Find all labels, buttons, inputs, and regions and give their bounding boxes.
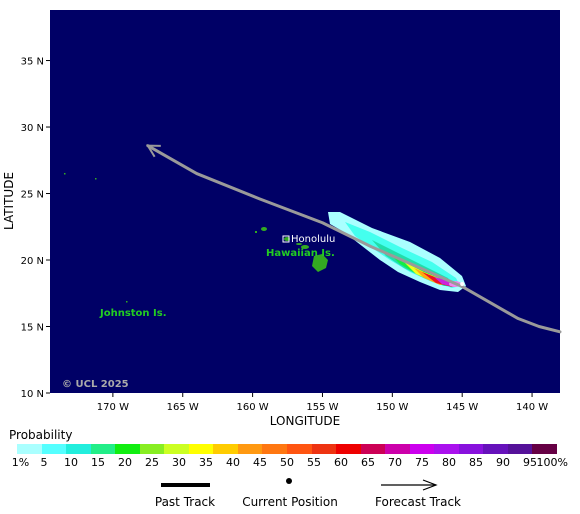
y-tick-label: 30 N [21, 123, 44, 134]
forecast-track-label: Forecast Track [375, 495, 461, 509]
island-johnston [126, 301, 128, 303]
legend-color-swatch [336, 444, 361, 454]
legend-color-swatch [237, 444, 263, 454]
legend-label: 55 [307, 456, 321, 469]
x-tick-label: 140 W [516, 402, 548, 413]
current-position-dot-icon [286, 478, 292, 484]
legend-color-swatch [532, 444, 558, 454]
copyright-text: © UCL 2025 [62, 379, 129, 390]
forecast-track-legend: Forecast Track [366, 478, 470, 509]
probability-legend-labels: 1% 5 10 15 20 25 30 35 40 45 50 55 60 65 70 75 80 85 90 95 1… [0, 456, 580, 470]
legend-color-swatch [385, 444, 410, 454]
x-axis-title: LONGITUDE [270, 414, 340, 428]
legend-color-swatch [360, 444, 386, 454]
legend-color-swatch [483, 444, 508, 454]
current-position-label: Current Position [242, 495, 338, 509]
legend-color-swatch [287, 444, 312, 454]
legend-label: 85 [469, 456, 483, 469]
x-tick-label: 160 W [237, 402, 269, 413]
legend-color-swatch [188, 444, 214, 454]
legend-label: 10 [64, 456, 78, 469]
legend-label: 45 [253, 456, 267, 469]
legend-color-swatch [41, 444, 67, 454]
y-tick-label: 15 N [21, 323, 44, 334]
y-tick-label: 20 N [21, 256, 44, 267]
x-tick-label: 150 W [376, 402, 408, 413]
x-tick-label: 165 W [167, 402, 199, 413]
legend-color-swatch [409, 444, 435, 454]
legend-color-swatch [90, 444, 116, 454]
legend-label: 5 [40, 456, 48, 469]
legend-color-swatch [507, 444, 533, 454]
island-niihau [255, 231, 257, 233]
place-label-honolulu: Honolulu [291, 234, 335, 245]
legend-label: 50 [280, 456, 294, 469]
y-tick-label: 10 N [21, 389, 44, 400]
x-tick-label: 155 W [306, 402, 338, 413]
y-axis-ticks: 10 N 15 N 20 N 25 N 30 N 35 N [21, 57, 50, 400]
legend-color-swatch [139, 444, 165, 454]
legend-label: 35 [199, 456, 213, 469]
current-position-legend: Current Position [234, 478, 346, 509]
probability-color-bar [17, 444, 558, 454]
islands [64, 173, 328, 303]
legend-label: 90 [496, 456, 510, 469]
x-axis-ticks: 170 W 165 W 160 W 155 W 150 W 145 W 140 W [97, 393, 548, 413]
legend-color-swatch [164, 444, 189, 454]
island-kauai [261, 227, 267, 231]
island-molokai [296, 243, 302, 245]
legend-color-swatch [213, 444, 238, 454]
x-tick-label: 145 W [446, 402, 478, 413]
legend-color-swatch [262, 444, 288, 454]
island-nw-2 [95, 178, 97, 180]
legend-label: 95 [523, 456, 537, 469]
honolulu-marker [282, 235, 290, 243]
probability-legend-title: Probability [9, 428, 73, 442]
forecast-track-line [146, 144, 562, 334]
forecast-track-arrowhead [145, 144, 161, 158]
ocean-background [50, 10, 560, 393]
legend-label: 1% [11, 456, 30, 469]
legend-color-swatch [66, 444, 91, 454]
legend-label: 25 [145, 456, 159, 469]
place-label-johnston-is: Johnston Is. [99, 308, 167, 319]
legend-label: 15 [91, 456, 105, 469]
legend-label: 70 [388, 456, 402, 469]
y-tick-label: 35 N [21, 57, 44, 68]
forecast-track-arrow-icon [381, 479, 438, 491]
place-label-hawaiian-is: Hawaiian Is. [266, 248, 335, 259]
legend-label: 75 [415, 456, 429, 469]
x-tick-label: 170 W [97, 402, 129, 413]
legend-color-swatch [434, 444, 459, 454]
legend-color-swatch [311, 444, 337, 454]
island-hawaii [312, 254, 328, 272]
legend-label: 30 [172, 456, 186, 469]
legend-color-swatch [458, 444, 484, 454]
past-track-line-icon [161, 483, 210, 487]
past-track-label: Past Track [154, 495, 216, 509]
legend-label: 65 [361, 456, 375, 469]
y-axis-title: LATITUDE [2, 172, 16, 230]
legend-label: 40 [226, 456, 240, 469]
island-nw-1 [64, 173, 66, 175]
legend-label: 100% [536, 456, 569, 469]
y-tick-label: 25 N [21, 190, 44, 201]
legend-color-swatch [17, 444, 42, 454]
legend-label: 80 [442, 456, 456, 469]
past-track-legend: Past Track [148, 478, 222, 509]
legend-label: 60 [334, 456, 348, 469]
legend-label: 20 [118, 456, 132, 469]
island-maui [301, 245, 309, 249]
current-position-marker [460, 281, 465, 286]
legend-color-swatch [115, 444, 140, 454]
